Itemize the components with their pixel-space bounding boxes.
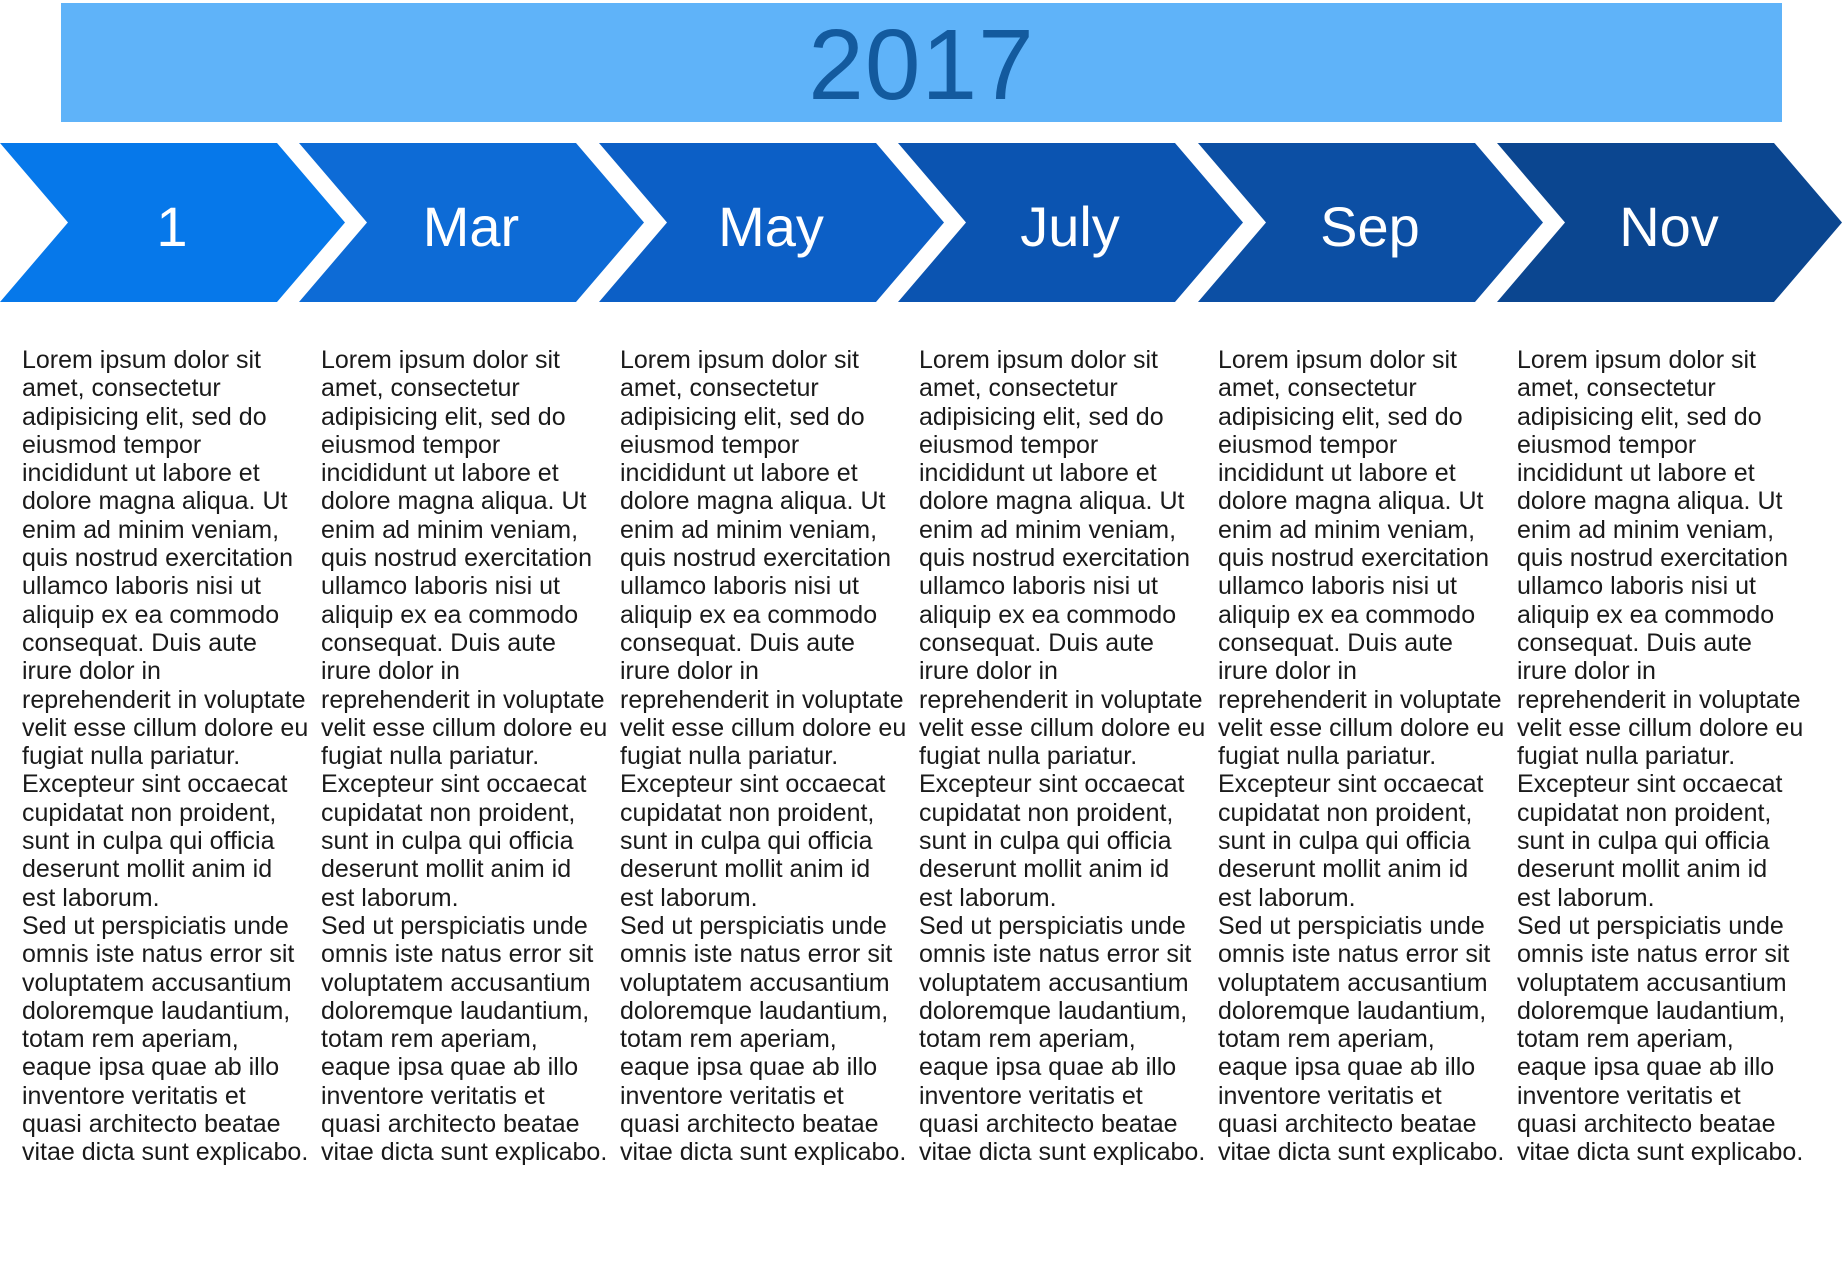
- column-paragraph-2: Sed ut perspiciatis unde omnis iste natu…: [321, 911, 608, 1167]
- timeline-arrow-sep: [1198, 143, 1543, 302]
- timeline-arrow-label-july: July: [1020, 195, 1120, 258]
- year-title: 2017: [808, 8, 1035, 121]
- timeline-column-sep: Lorem ipsum dolor sit amet, consectetur …: [1218, 346, 1517, 1167]
- column-paragraph-1: Lorem ipsum dolor sit amet, consectetur …: [321, 346, 608, 912]
- column-paragraph-2: Sed ut perspiciatis unde omnis iste natu…: [620, 911, 907, 1167]
- timeline-arrow-label-sep: Sep: [1320, 195, 1420, 258]
- year-banner: 2017: [61, 3, 1782, 122]
- column-paragraph-2: Sed ut perspiciatis unde omnis iste natu…: [22, 911, 309, 1167]
- timeline-arrow-label-mar: Mar: [423, 195, 519, 258]
- timeline-arrow-may: [599, 143, 944, 302]
- timeline-arrow-1: [0, 143, 345, 302]
- column-paragraph-1: Lorem ipsum dolor sit amet, consectetur …: [919, 346, 1206, 912]
- timeline-column-july: Lorem ipsum dolor sit amet, consectetur …: [919, 346, 1218, 1167]
- column-paragraph-2: Sed ut perspiciatis unde omnis iste natu…: [1218, 911, 1505, 1167]
- timeline-column-mar: Lorem ipsum dolor sit amet, consectetur …: [321, 346, 620, 1167]
- timeline-arrow-mar: [299, 143, 644, 302]
- column-paragraph-2: Sed ut perspiciatis unde omnis iste natu…: [919, 911, 1206, 1167]
- column-paragraph-1: Lorem ipsum dolor sit amet, consectetur …: [22, 346, 309, 912]
- timeline-column-nov: Lorem ipsum dolor sit amet, consectetur …: [1517, 346, 1816, 1167]
- timeline-arrow-july: [898, 143, 1243, 302]
- timeline-column-may: Lorem ipsum dolor sit amet, consectetur …: [620, 346, 919, 1167]
- column-paragraph-1: Lorem ipsum dolor sit amet, consectetur …: [1517, 346, 1804, 912]
- timeline-columns: Lorem ipsum dolor sit amet, consectetur …: [22, 346, 1832, 1167]
- timeline-column-1: Lorem ipsum dolor sit amet, consectetur …: [22, 346, 321, 1167]
- timeline-arrow-label-1: 1: [156, 195, 187, 258]
- timeline-arrow-nov: [1497, 143, 1842, 302]
- timeline-arrow-label-nov: Nov: [1619, 195, 1719, 258]
- timeline-arrows: 1 Mar May July Sep Nov: [0, 143, 1842, 302]
- column-paragraph-1: Lorem ipsum dolor sit amet, consectetur …: [620, 346, 907, 912]
- column-paragraph-1: Lorem ipsum dolor sit amet, consectetur …: [1218, 346, 1505, 912]
- column-paragraph-2: Sed ut perspiciatis unde omnis iste natu…: [1517, 911, 1804, 1167]
- timeline-arrow-label-may: May: [718, 195, 824, 258]
